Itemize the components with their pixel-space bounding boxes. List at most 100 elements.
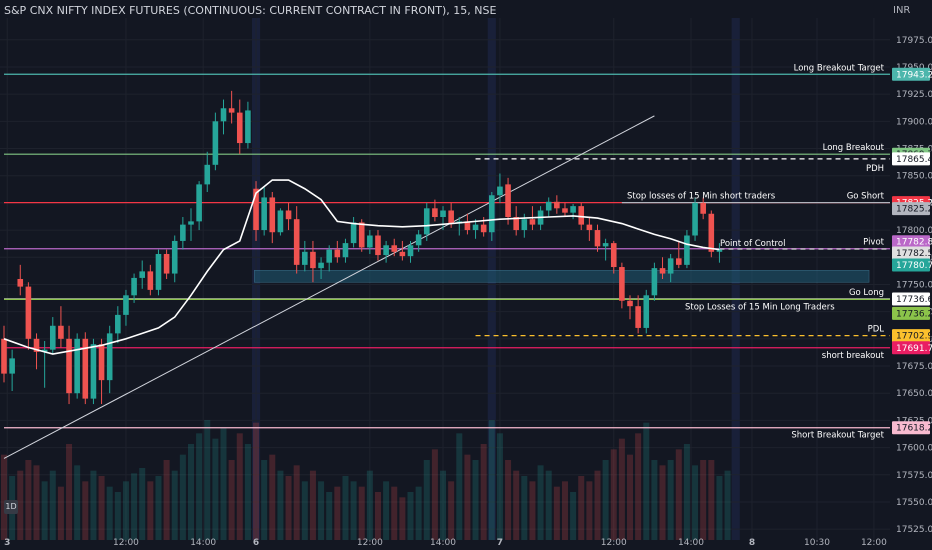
price-label-box xyxy=(892,246,930,260)
volume-bar xyxy=(334,486,341,540)
volume-bar xyxy=(1,454,7,540)
volume-bar xyxy=(708,460,715,540)
candle-body xyxy=(196,184,202,222)
price-tick-label: 17550.00 xyxy=(896,498,932,508)
level-note: Pivot xyxy=(863,238,885,248)
volume-bar xyxy=(659,465,666,540)
level-note: Short Breakout Target xyxy=(791,431,884,441)
time-tick-label: 6 xyxy=(253,538,259,548)
chart-title: S&P CNX NIFTY INDEX FUTURES (CONTINUOUS:… xyxy=(4,4,497,17)
candle-body xyxy=(480,224,487,233)
volume-bar xyxy=(33,465,40,540)
candle-body xyxy=(554,201,560,209)
volume-bar xyxy=(700,460,707,540)
candle-body xyxy=(651,268,658,296)
volume-bar xyxy=(301,481,308,540)
price-tick-label: 17650.00 xyxy=(896,389,932,399)
price-tick-label: 17525.00 xyxy=(896,525,932,535)
level-note: Long Breakout Target xyxy=(794,63,885,73)
price-tick-label: 17575.00 xyxy=(896,471,932,481)
volume-bar xyxy=(496,433,503,540)
volume-bar xyxy=(66,444,73,540)
volume-bar xyxy=(635,433,642,540)
candle-body xyxy=(708,213,715,252)
price-label-box xyxy=(892,67,930,81)
candle-body xyxy=(261,197,267,231)
level-note: Go Short xyxy=(847,192,885,202)
price-label: 17782.85 xyxy=(896,238,932,248)
volume-bar xyxy=(187,444,194,540)
volume-bar xyxy=(277,470,284,540)
candle-body xyxy=(383,245,389,256)
volume-bar xyxy=(529,481,536,540)
candle-body xyxy=(432,208,438,218)
candle-body xyxy=(253,188,259,231)
candle-body xyxy=(334,249,341,258)
candle-body xyxy=(310,251,316,269)
liquidity-zone xyxy=(254,269,870,283)
volume-bar xyxy=(318,481,325,540)
volume-bar xyxy=(480,444,487,540)
volume-bar xyxy=(171,470,178,540)
level-note: Long Breakout xyxy=(823,143,885,153)
price-axis xyxy=(890,0,932,550)
price-label-box xyxy=(892,258,930,272)
volume-bar xyxy=(147,481,154,540)
time-tick-label: 10:30 xyxy=(804,538,830,548)
level-note: PDH xyxy=(866,164,884,174)
volume-bar xyxy=(17,470,24,540)
volume-bar xyxy=(570,492,577,540)
volume-bar xyxy=(391,486,398,540)
time-tick-label: 12:00 xyxy=(861,538,887,548)
volume-bar xyxy=(326,492,333,540)
volume-bar xyxy=(399,497,406,540)
time-tick-label: 14:00 xyxy=(190,538,216,548)
price-label-box xyxy=(892,306,930,320)
time-tick-label: 14:00 xyxy=(430,538,456,548)
price-label: 17736.25 xyxy=(896,309,932,319)
candle-body xyxy=(716,249,723,252)
candle-body xyxy=(90,344,97,399)
volume-bar xyxy=(163,460,170,540)
price-label-box xyxy=(892,329,930,343)
candle-body xyxy=(58,325,64,339)
price-tick-label: 17975.00 xyxy=(896,36,932,46)
candle-body xyxy=(1,338,7,374)
price-label-box xyxy=(892,202,930,216)
level-note: PDL xyxy=(868,325,885,335)
volume-bar xyxy=(578,476,585,540)
candle-body xyxy=(74,338,80,394)
candle-body xyxy=(139,271,146,278)
candle-body xyxy=(9,358,15,374)
volume-bar xyxy=(667,460,674,540)
candle-body xyxy=(147,271,154,290)
timeframe-badge[interactable]: 1D xyxy=(4,500,18,514)
time-tick-label: 12:00 xyxy=(601,538,627,548)
candle-body xyxy=(155,253,162,290)
volume-bar xyxy=(602,460,609,540)
volume-bar xyxy=(204,420,211,540)
volume-bar xyxy=(196,433,203,540)
volume-bar xyxy=(537,465,544,540)
candle-body xyxy=(66,338,72,394)
volume-bar xyxy=(236,433,243,540)
candle-body xyxy=(472,224,479,231)
volume-bar xyxy=(545,470,552,540)
volume-bar xyxy=(610,449,617,540)
level-note: short breakout xyxy=(822,351,885,361)
vwap-line xyxy=(3,179,720,355)
candle-body xyxy=(513,217,519,231)
volume-bar xyxy=(74,465,81,540)
volume-bar xyxy=(521,476,528,540)
candle-body xyxy=(41,349,48,352)
volume-bar xyxy=(440,470,447,540)
volume-bar xyxy=(57,486,64,540)
candle-body xyxy=(269,197,276,233)
time-axis xyxy=(0,540,890,550)
volume-bar xyxy=(407,492,414,540)
candle-body xyxy=(521,219,528,231)
level-note: Go Long xyxy=(849,288,884,298)
price-tick-label: 17600.00 xyxy=(896,444,932,454)
candle-body xyxy=(610,243,617,268)
